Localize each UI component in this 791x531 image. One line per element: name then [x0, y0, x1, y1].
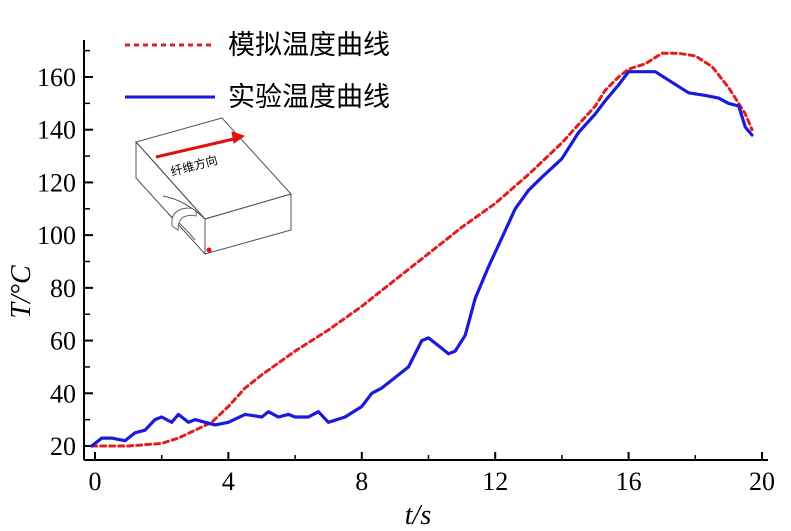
legend-label-experimental: 实验温度曲线: [228, 82, 390, 113]
y-tick-label: 100: [37, 221, 76, 250]
legend: 模拟温度曲线 实验温度曲线: [125, 30, 390, 113]
fiber-curve-icon: [171, 207, 197, 231]
series-layer: [90, 51, 754, 448]
y-tick-label: 20: [50, 432, 76, 461]
y-tick-label: 40: [50, 379, 76, 408]
block-right-face: [204, 193, 292, 255]
fiber-direction-arrow: [155, 136, 239, 159]
x-axis-label: t/s: [405, 500, 432, 531]
x-tick-label: 12: [482, 467, 508, 496]
legend-label-simulated: 模拟温度曲线: [228, 30, 390, 61]
x-tick-label: 0: [89, 467, 102, 496]
arrowhead-icon: [231, 131, 246, 144]
fiber-block-inset: 纤维方向: [135, 117, 292, 256]
x-tick-label: 4: [222, 467, 235, 496]
measure-point: [206, 247, 212, 253]
x-ticks: 0 4 8 12 16 20: [89, 452, 775, 496]
x-tick-label: 8: [355, 467, 368, 496]
y-tick-label: 60: [50, 327, 76, 356]
x-tick-label: 20: [749, 467, 775, 496]
axes: [83, 40, 768, 461]
series-line-simulated: [90, 51, 754, 448]
y-tick-label: 140: [37, 116, 76, 145]
y-tick-label: 160: [37, 63, 76, 92]
cut-arc: [162, 195, 206, 220]
y-axis-label: T/°C: [6, 265, 37, 319]
series-line-experimental: [90, 70, 754, 448]
y-tick-label: 120: [37, 168, 76, 197]
y-tick-label: 80: [50, 274, 76, 303]
cut-arc-inner: [167, 213, 196, 241]
y-ticks: 20 40 60 80 100 120 140 160: [37, 49, 93, 461]
fiber-direction-label: 纤维方向: [169, 152, 219, 179]
x-tick-label: 16: [616, 467, 642, 496]
